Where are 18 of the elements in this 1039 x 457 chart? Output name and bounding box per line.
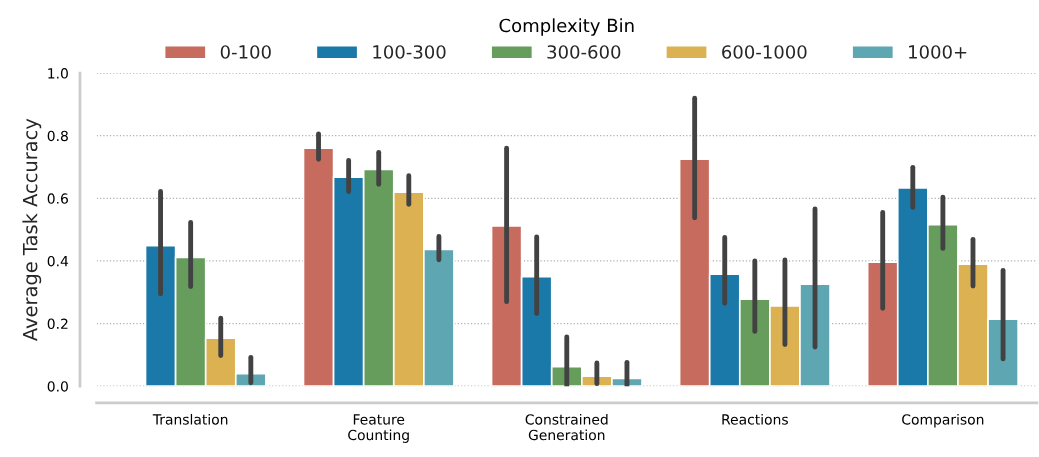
y-tick-label: 1.0 [48,68,68,79]
y-axis-title: Average Task Accuracy [22,118,42,341]
y-tick-label: 0.8 [47,130,68,142]
x-tick-label: Constrained Generation [525,413,608,441]
x-tick-label: Translation [152,413,228,425]
legend-label: 100-300 [373,45,446,59]
y-tick-label: 0.0 [47,381,68,392]
legend-label: 600-1000 [722,45,807,59]
legend-label: 1000+ [909,45,967,59]
y-tick-label: 0.2 [47,318,68,330]
x-tick-label: Reactions [722,413,788,425]
x-tick-label: Feature Counting [348,414,409,443]
x-tick-label: Comparison [902,413,984,428]
y-tick-label: 0.4 [47,255,69,267]
legend-title: Complexity Bin [499,18,634,36]
y-tick-label: 0.6 [47,193,68,204]
legend-label: 0-100 [220,45,271,59]
legend-label: 300-600 [547,45,621,59]
